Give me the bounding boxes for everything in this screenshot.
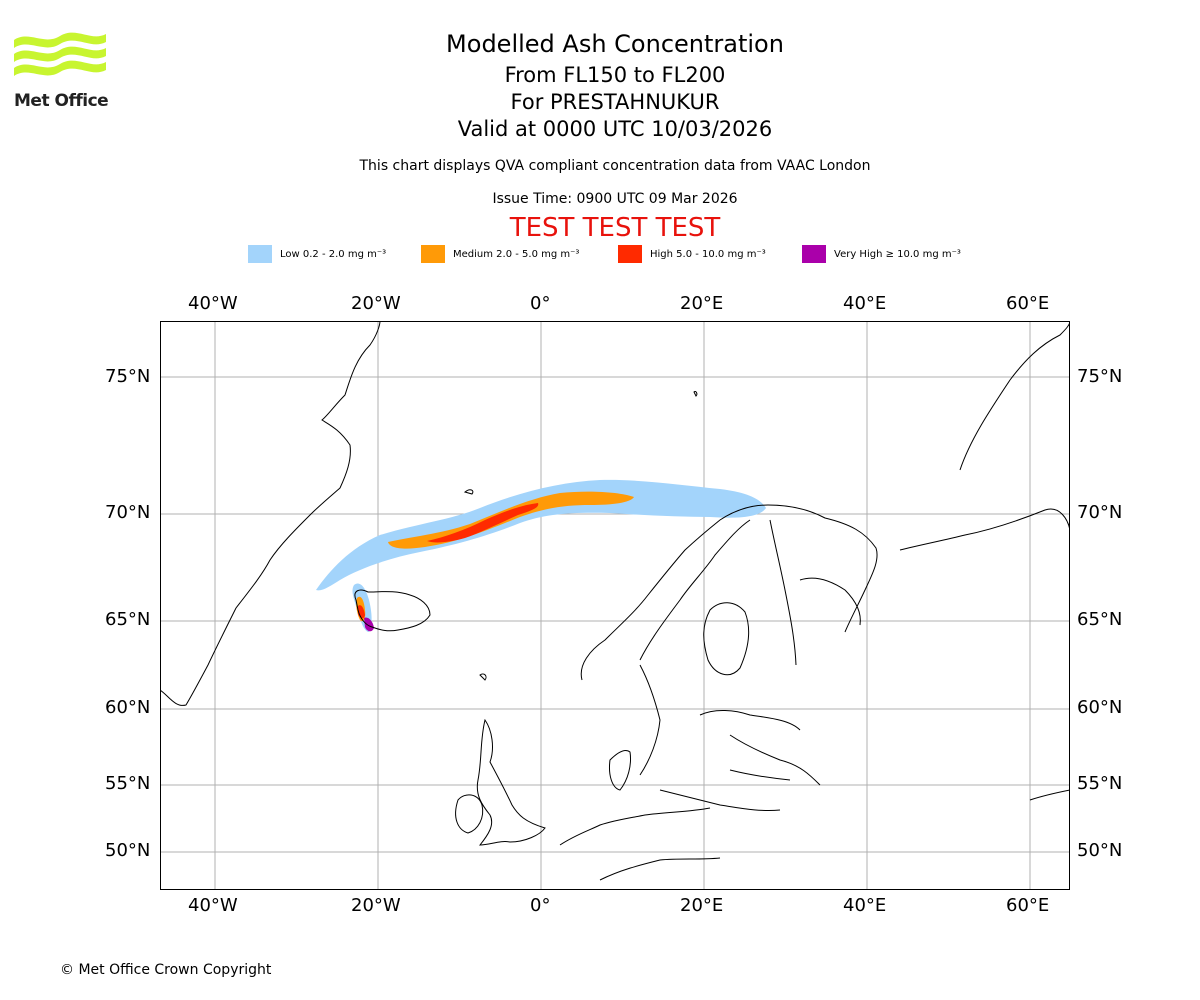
legend-label-high: High 5.0 - 10.0 mg m⁻³ <box>650 248 766 260</box>
valid-time: Valid at 0000 UTC 10/03/2026 <box>457 117 773 141</box>
lon-tick-top-20w: 20°W <box>351 293 401 314</box>
lon-tick-bottom-20e: 20°E <box>680 895 724 916</box>
lat-tick-left-65n: 65°N <box>105 609 151 630</box>
qva-note: This chart displays QVA compliant concen… <box>359 158 871 174</box>
lon-tick-bottom-40w: 40°W <box>188 895 238 916</box>
lat-tick-left-60n: 60°N <box>105 697 151 718</box>
lat-tick-right-75n: 75°N <box>1077 366 1123 387</box>
lat-tick-right-65n: 65°N <box>1077 609 1123 630</box>
met-office-logo-text: Met Office <box>14 91 109 111</box>
legend-swatch-medium <box>421 245 445 263</box>
met-office-logo <box>14 30 106 90</box>
copyright: © Met Office Crown Copyright <box>60 962 272 978</box>
chart-title: Modelled Ash Concentration <box>446 30 784 58</box>
ash-medium-plume <box>388 491 634 549</box>
ash-low-plume <box>316 479 766 591</box>
lat-tick-left-70n: 70°N <box>105 502 151 523</box>
lat-tick-right-60n: 60°N <box>1077 697 1123 718</box>
lon-tick-bottom-60e: 60°E <box>1006 895 1050 916</box>
legend-item-low: Low 0.2 - 2.0 mg m⁻³ <box>248 244 386 264</box>
issue-time: Issue Time: 0900 UTC 09 Mar 2026 <box>492 191 738 207</box>
lon-tick-top-40e: 40°E <box>843 293 887 314</box>
legend-swatch-low <box>248 245 272 263</box>
lat-tick-right-55n: 55°N <box>1077 773 1123 794</box>
legend-item-medium: Medium 2.0 - 5.0 mg m⁻³ <box>421 244 579 264</box>
lat-tick-left-50n: 50°N <box>105 840 151 861</box>
map-frame <box>160 321 1070 890</box>
legend-label-low: Low 0.2 - 2.0 mg m⁻³ <box>280 248 387 260</box>
lon-tick-top-20e: 20°E <box>680 293 724 314</box>
ash-high-plume <box>427 503 539 543</box>
coastlines <box>160 321 1070 881</box>
lon-tick-top-60e: 60°E <box>1006 293 1050 314</box>
legend-item-high: High 5.0 - 10.0 mg m⁻³ <box>618 244 766 264</box>
legend-label-very-high: Very High ≥ 10.0 mg m⁻³ <box>834 248 961 260</box>
lat-tick-right-70n: 70°N <box>1077 502 1123 523</box>
lon-tick-top-0: 0° <box>530 293 551 314</box>
lat-tick-left-55n: 55°N <box>105 773 151 794</box>
legend-swatch-very-high <box>802 245 826 263</box>
lon-tick-top-40w: 40°W <box>188 293 238 314</box>
volcano-name: For PRESTAHNUKUR <box>510 90 720 114</box>
legend-label-medium: Medium 2.0 - 5.0 mg m⁻³ <box>453 248 580 260</box>
legend-item-very-high: Very High ≥ 10.0 mg m⁻³ <box>802 244 961 264</box>
lon-tick-bottom-0: 0° <box>530 895 551 916</box>
test-banner: TEST TEST TEST <box>509 213 721 243</box>
map-gridlines <box>160 321 1070 890</box>
ash-very-high-near-volcano <box>364 617 374 632</box>
lon-tick-bottom-40e: 40°E <box>843 895 887 916</box>
legend-swatch-high <box>618 245 642 263</box>
met-office-waves-icon <box>14 32 106 76</box>
lat-tick-left-75n: 75°N <box>105 366 151 387</box>
lon-tick-bottom-20w: 20°W <box>351 895 401 916</box>
flight-level-range: From FL150 to FL200 <box>504 63 726 87</box>
lat-tick-right-50n: 50°N <box>1077 840 1123 861</box>
ash-map <box>160 321 1070 890</box>
